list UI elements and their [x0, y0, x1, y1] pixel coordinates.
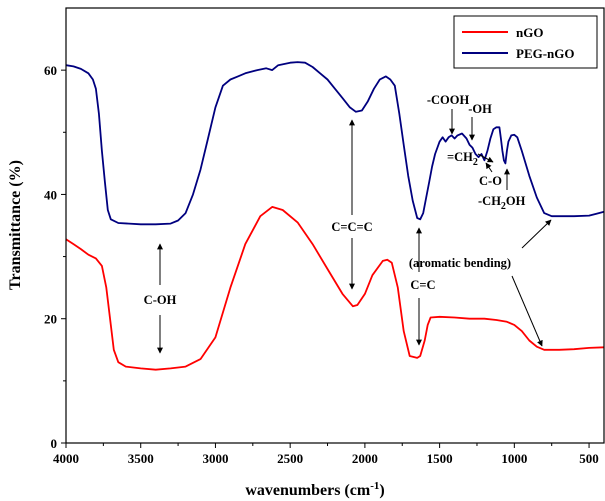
- legend: nGO PEG-nGO: [453, 15, 598, 69]
- cc-label: C=C: [410, 278, 435, 292]
- y-tick-label-60: 60: [44, 63, 57, 78]
- series-line-peg-ngo: [65, 61, 605, 226]
- x-tick-label-4000: 4000: [53, 451, 79, 466]
- x-tick-label-2000: 2000: [352, 451, 378, 466]
- x-tick-label-3500: 3500: [128, 451, 154, 466]
- x-tick-label-1500: 1500: [427, 451, 453, 466]
- x-tick-label-500: 500: [579, 451, 599, 466]
- ccc-label: C=C=C: [331, 220, 372, 234]
- y-tick-label-0: 0: [51, 436, 58, 451]
- plot-frame: [65, 7, 605, 444]
- y-axis-title: Transmittance (%): [7, 160, 24, 290]
- legend-box: [453, 15, 598, 69]
- c-o-arrow: [485, 162, 493, 173]
- c-oh-label: C-OH: [144, 293, 177, 307]
- aromatic-arrow-down: [511, 275, 543, 347]
- y-tick-label-40: 40: [44, 187, 57, 202]
- ch2oh-label: -CH2OH: [478, 194, 526, 212]
- ch2-label: =CH2: [447, 150, 478, 168]
- aromatic-arrow-up: [521, 219, 552, 249]
- oh-label: -OH: [468, 102, 492, 116]
- aromatic-label: (aromatic bending): [409, 256, 511, 270]
- x-tick-label-1000: 1000: [501, 451, 527, 466]
- y-tick-label-20: 20: [44, 312, 57, 327]
- legend-label-ngo: nGO: [516, 25, 543, 40]
- cooh-label: -COOH: [427, 93, 470, 107]
- x-tick-label-3000: 3000: [202, 451, 228, 466]
- ch2-arrow: [477, 153, 494, 163]
- x-tick-label-2500: 2500: [277, 451, 303, 466]
- annotation-arrows: [157, 109, 552, 354]
- x-axis-title: wavenumbers (cm-1): [245, 480, 384, 499]
- c-o-label: C-O: [479, 174, 502, 188]
- series-line-ngo: [65, 206, 605, 371]
- legend-label-peg-ngo: PEG-nGO: [516, 46, 575, 61]
